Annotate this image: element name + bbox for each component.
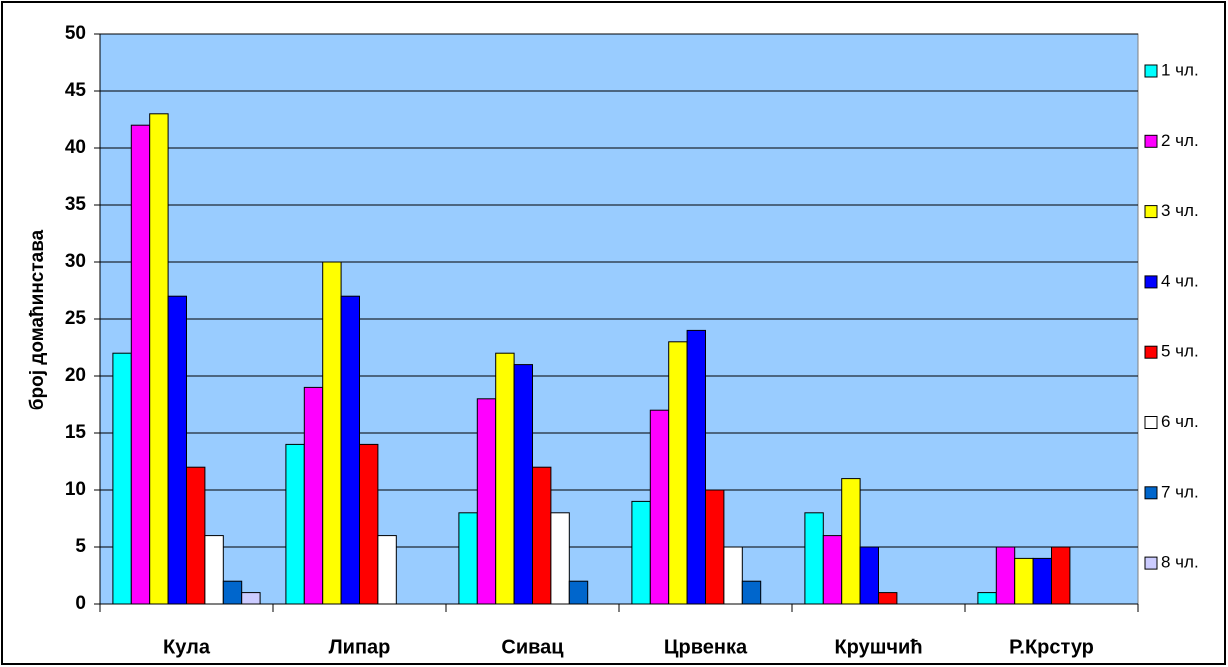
- bar: [513, 364, 533, 605]
- bar: [377, 535, 397, 605]
- bar: [285, 443, 305, 605]
- legend-swatch: [1144, 275, 1158, 289]
- legend-label: 4 чл.: [1161, 271, 1199, 290]
- bar: [995, 546, 1016, 605]
- bar: [1032, 557, 1052, 605]
- bar: [1051, 546, 1071, 605]
- bar: [568, 580, 589, 605]
- y-tick-label: 40: [65, 137, 86, 158]
- bar: [686, 329, 706, 605]
- y-tick-label: 10: [65, 479, 86, 500]
- bar: [130, 124, 151, 605]
- bar: [741, 580, 762, 605]
- bar: [841, 478, 861, 605]
- y-tick-label: 0: [75, 593, 86, 614]
- bar: [167, 295, 188, 605]
- x-tick-label: Р.Крстур: [1009, 636, 1094, 658]
- x-tick-label: Липар: [329, 636, 391, 658]
- legend-label: 3 чл.: [1161, 201, 1199, 220]
- bar: [241, 592, 261, 605]
- legend-swatch: [1144, 345, 1158, 359]
- legend-swatch: [1144, 205, 1158, 219]
- legend-swatch: [1144, 64, 1158, 78]
- x-tick-label: Крушчић: [834, 636, 922, 658]
- bar: [878, 592, 898, 605]
- y-tick-label: 45: [65, 80, 87, 101]
- bar: [822, 535, 843, 605]
- y-tick-label: 25: [65, 308, 87, 329]
- y-tick-label: 30: [65, 251, 86, 272]
- y-tick-label: 20: [65, 365, 86, 386]
- x-tick-label: Црвенка: [664, 636, 748, 658]
- legend-label: 2 чл.: [1161, 131, 1199, 150]
- bar: [303, 386, 324, 605]
- legend-label: 8 чл.: [1161, 553, 1199, 572]
- bar: [222, 580, 243, 605]
- bar: [705, 489, 725, 605]
- y-tick-label: 5: [75, 536, 86, 557]
- legend-swatch: [1144, 556, 1158, 570]
- y-tick-label: 35: [65, 194, 87, 215]
- bar: [458, 512, 478, 605]
- legend-label: 1 чл.: [1161, 60, 1199, 79]
- bar: [322, 261, 342, 605]
- bar: [359, 443, 379, 605]
- bar: [859, 546, 879, 605]
- y-tick-label: 50: [65, 23, 86, 44]
- legend-label: 5 чл.: [1161, 342, 1199, 361]
- bar: [532, 466, 552, 605]
- x-tick-label: Сивац: [501, 636, 564, 658]
- y-axis-label: број домаћинстава: [27, 229, 48, 410]
- bar: [649, 409, 670, 605]
- bar: [550, 512, 570, 605]
- bar: [631, 500, 651, 605]
- legend-label: 6 чл.: [1161, 412, 1199, 431]
- legend-swatch: [1144, 134, 1158, 148]
- bar: [804, 512, 824, 605]
- bar: [112, 352, 132, 605]
- bar: [495, 352, 515, 605]
- bar: [476, 398, 497, 605]
- bar: [204, 535, 224, 605]
- bar: [668, 341, 688, 605]
- legend-swatch: [1144, 486, 1158, 500]
- bar: [149, 113, 169, 605]
- bar: [186, 466, 206, 605]
- bar: [977, 592, 997, 605]
- legend-label: 7 чл.: [1161, 482, 1199, 501]
- legend-swatch: [1144, 416, 1158, 429]
- bar: [723, 546, 743, 605]
- y-tick-label: 15: [65, 422, 87, 443]
- x-tick-label: Кула: [163, 636, 211, 658]
- bar: [1014, 557, 1034, 605]
- bar: [340, 295, 361, 605]
